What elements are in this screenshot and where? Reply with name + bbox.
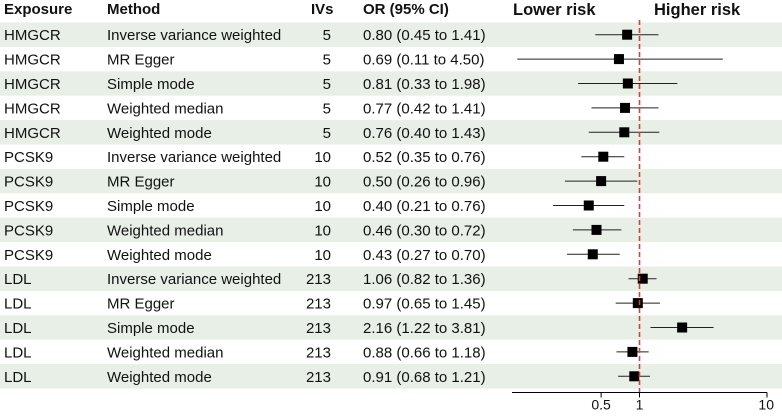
row-ivs: 10 (314, 247, 331, 264)
row-ivs: 213 (306, 296, 331, 313)
row-ivs: 213 (306, 320, 331, 337)
row-or-ci: 0.81 (0.33 to 1.98) (363, 76, 486, 93)
header-exposure: Exposure (4, 1, 72, 18)
lower-risk-label: Lower risk (513, 1, 596, 19)
row-or-ci: 0.46 (0.30 to 0.72) (363, 222, 486, 239)
row-ivs: 10 (314, 198, 331, 215)
row-or-ci: 0.80 (0.45 to 1.41) (363, 27, 486, 44)
row-or-ci: 0.69 (0.11 to 4.50) (363, 52, 484, 69)
point-estimate-marker (622, 78, 633, 89)
row-exposure: LDL (4, 271, 32, 288)
row-or-ci: 2.16 (1.22 to 3.81) (363, 320, 486, 337)
point-estimate-marker (677, 322, 688, 333)
row-method: Inverse variance weighted (107, 271, 281, 288)
point-estimate-marker (598, 151, 609, 162)
row-or-ci: 0.52 (0.35 to 0.76) (363, 149, 486, 166)
x-tick-label: 10 (758, 397, 774, 413)
row-exposure: PCSK9 (4, 247, 53, 264)
row-exposure: PCSK9 (4, 174, 53, 191)
row-ivs: 213 (306, 344, 331, 361)
row-ivs: 5 (323, 100, 331, 117)
point-estimate-marker (619, 127, 630, 138)
row-exposure: LDL (4, 344, 32, 361)
row-ivs: 213 (306, 271, 331, 288)
row-or-ci: 0.40 (0.21 to 0.76) (363, 198, 486, 215)
row-ivs: 10 (314, 149, 331, 166)
point-estimate-marker (629, 371, 640, 382)
row-or-ci: 1.06 (0.82 to 1.36) (363, 271, 486, 288)
row-ivs: 5 (323, 52, 331, 69)
header-or-ci: OR (95% CI) (363, 1, 449, 18)
row-or-ci: 0.76 (0.40 to 1.43) (363, 125, 486, 142)
row-method: Weighted median (107, 222, 223, 239)
row-stripe (0, 364, 782, 389)
row-or-ci: 0.97 (0.65 to 1.45) (363, 296, 486, 313)
point-estimate-marker (620, 102, 631, 113)
row-method: MR Egger (107, 174, 175, 191)
row-or-ci: 0.50 (0.26 to 0.96) (363, 174, 486, 191)
row-method: Weighted mode (107, 247, 212, 264)
point-estimate-marker (587, 249, 598, 260)
row-exposure: PCSK9 (4, 222, 53, 239)
row-exposure: PCSK9 (4, 149, 53, 166)
point-estimate-marker (632, 298, 643, 309)
row-or-ci: 0.91 (0.68 to 1.21) (363, 369, 486, 386)
x-tick-label: 0.5 (591, 397, 611, 413)
row-ivs: 5 (323, 76, 331, 93)
row-method: Inverse variance weighted (107, 27, 281, 44)
row-ivs: 5 (323, 27, 331, 44)
table-rows: HMGCR Inverse variance weighted 5 0.80 (0.4… (4, 27, 486, 386)
forest-marks (517, 20, 723, 393)
point-estimate-marker (583, 200, 594, 211)
row-exposure: HMGCR (4, 125, 61, 142)
row-method: Simple mode (107, 76, 195, 93)
point-estimate-marker (613, 54, 624, 65)
row-method: Inverse variance weighted (107, 149, 281, 166)
row-method: Weighted mode (107, 125, 212, 142)
row-exposure: HMGCR (4, 52, 61, 69)
row-method: Simple mode (107, 320, 195, 337)
row-exposure: HMGCR (4, 100, 61, 117)
row-exposure: HMGCR (4, 27, 61, 44)
row-method: Weighted mode (107, 369, 212, 386)
row-ivs: 10 (314, 222, 331, 239)
row-exposure: HMGCR (4, 76, 61, 93)
row-method: MR Egger (107, 52, 175, 69)
point-estimate-marker (596, 176, 607, 187)
row-ivs: 10 (314, 174, 331, 191)
row-exposure: LDL (4, 320, 32, 337)
row-or-ci: 0.43 (0.27 to 0.70) (363, 247, 486, 264)
row-exposure: LDL (4, 296, 32, 313)
header-method: Method (107, 1, 160, 18)
row-method: MR Egger (107, 296, 175, 313)
higher-risk-label: Higher risk (654, 1, 741, 19)
x-axis: 0.5 1 10 (512, 392, 774, 413)
row-method: Weighted median (107, 100, 223, 117)
row-or-ci: 0.88 (0.66 to 1.18) (363, 344, 486, 361)
row-or-ci: 0.77 (0.42 to 1.41) (363, 100, 486, 117)
row-ivs: 213 (306, 369, 331, 386)
point-estimate-marker (591, 224, 602, 235)
row-ivs: 5 (323, 125, 331, 142)
row-method: Weighted median (107, 344, 223, 361)
point-estimate-marker (637, 273, 648, 284)
row-exposure: PCSK9 (4, 198, 53, 215)
row-exposure: LDL (4, 369, 32, 386)
point-estimate-marker (627, 346, 638, 357)
row-method: Simple mode (107, 198, 195, 215)
x-tick-label: 1 (636, 397, 644, 413)
row-stripe (0, 168, 782, 194)
row-stripe (0, 217, 782, 243)
point-estimate-marker (622, 29, 633, 40)
header-ivs: IVs (311, 1, 334, 18)
